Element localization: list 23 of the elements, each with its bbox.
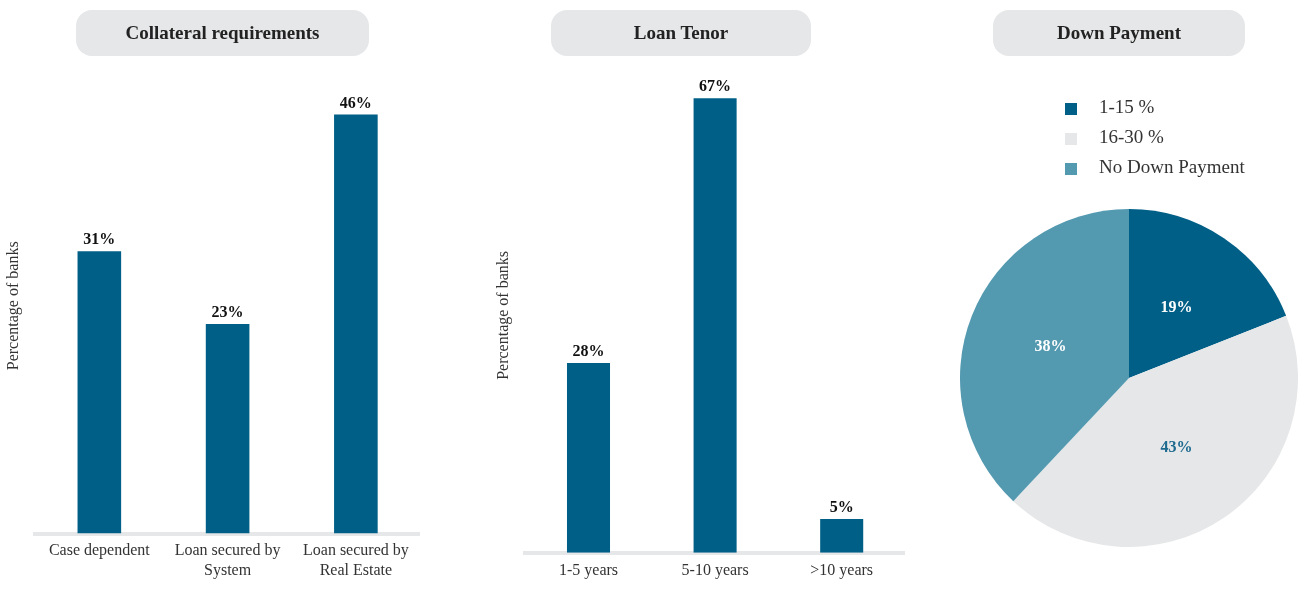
data-label: 23% <box>211 303 244 321</box>
chart-title: Down Payment <box>993 10 1245 56</box>
legend-label: 1-15 % <box>1098 95 1156 119</box>
x-tick-label: >10 years <box>810 560 874 579</box>
legend-label: 16-30 % <box>1098 125 1165 149</box>
chart-title: Loan Tenor <box>551 10 811 56</box>
data-label: 43% <box>1160 438 1193 456</box>
data-label: 31% <box>83 230 116 248</box>
x-tick-label: 1-5 years <box>558 560 619 579</box>
data-label: 46% <box>339 93 372 111</box>
legend-label: No Down Payment <box>1098 155 1245 179</box>
x-tick-label: Case dependent <box>48 541 151 560</box>
data-label: 67% <box>699 77 732 95</box>
data-label: 28% <box>572 342 605 360</box>
y-axis-title: Percentage of banks <box>493 250 512 380</box>
chart-title: Collateral requirements <box>76 10 369 56</box>
x-tick-label: Loan secured by Real Estate <box>303 541 409 578</box>
data-label: 38% <box>1034 337 1067 355</box>
x-tick-label: Loan secured by System <box>174 541 281 579</box>
x-tick-label: 5-10 years <box>681 560 749 579</box>
y-axis-title: Percentage of banks <box>3 241 22 371</box>
data-label: 19% <box>1160 298 1193 316</box>
data-label: 5% <box>829 498 854 516</box>
